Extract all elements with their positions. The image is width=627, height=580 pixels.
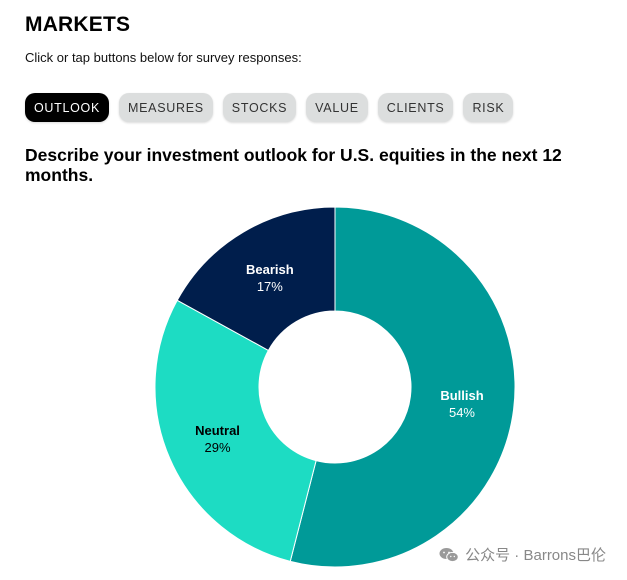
slice-value-neutral: 29% (205, 440, 231, 455)
slice-value-bearish: 17% (257, 279, 283, 294)
slice-bullish (289, 206, 516, 568)
tab-risk[interactable]: RISK (463, 93, 514, 122)
wechat-icon (439, 547, 459, 562)
tab-value[interactable]: VALUE (306, 93, 368, 122)
watermark: 公众号 · Barrons巴伦 (439, 544, 606, 565)
instructions-text: Click or tap buttons below for survey re… (25, 50, 302, 65)
survey-tabs: OUTLOOK MEASURES STOCKS VALUE CLIENTS RI… (25, 93, 514, 122)
tab-measures[interactable]: MEASURES (119, 93, 213, 122)
watermark-text: 公众号 · Barrons巴伦 (465, 547, 606, 564)
slice-value-bullish: 54% (449, 405, 475, 420)
slice-neutral (154, 299, 317, 562)
tab-stocks[interactable]: STOCKS (222, 93, 297, 122)
tab-clients[interactable]: CLIENTS (377, 93, 454, 122)
slice-bearish (176, 206, 336, 352)
slice-label-neutral: Neutral (195, 423, 240, 438)
page-title: MARKETS (25, 13, 131, 36)
slice-label-bullish: Bullish (440, 388, 483, 403)
survey-question: Describe your investment outlook for U.S… (25, 145, 562, 185)
slice-label-bearish: Bearish (246, 262, 294, 277)
tab-outlook[interactable]: OUTLOOK (25, 93, 110, 122)
